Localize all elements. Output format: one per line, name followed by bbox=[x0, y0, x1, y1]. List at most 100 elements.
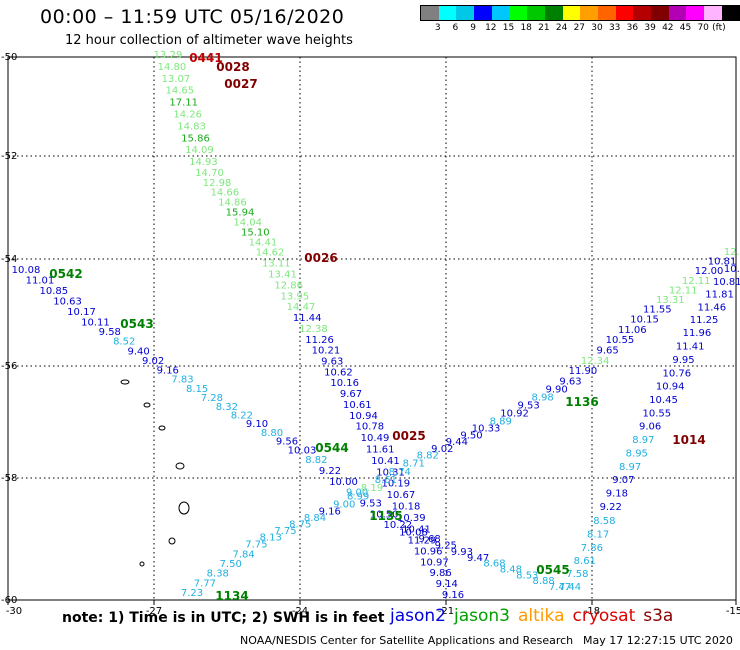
wave-height-label: 14.93 bbox=[189, 157, 218, 168]
wave-height-label: 8.71 bbox=[403, 459, 425, 470]
satellite-tracks: 13.2914.8013.0714.6517.1114.2614.8315.86… bbox=[12, 50, 740, 601]
wave-height-label: 14.83 bbox=[177, 121, 206, 132]
wave-height-label: 14.47 bbox=[287, 302, 316, 313]
wave-height-label: 10.45 bbox=[649, 395, 678, 406]
satellite-jason3: jason3 bbox=[454, 606, 510, 626]
legend-swatch bbox=[438, 6, 457, 20]
legend-tick: 42 bbox=[662, 23, 674, 33]
legend-tick: 18 bbox=[520, 23, 532, 33]
island-outline bbox=[158, 425, 166, 431]
wave-height-label: 7.58 bbox=[566, 569, 588, 580]
wave-height-label: 7.28 bbox=[201, 393, 223, 404]
wave-height-label: 10.49 bbox=[361, 433, 390, 444]
wave-height-label: 10.21 bbox=[312, 346, 341, 357]
wave-height-label: 10.85 bbox=[39, 286, 68, 297]
credit-text: NOAA/NESDIS Center for Satellite Applica… bbox=[240, 634, 574, 647]
wave-height-label: 9.16 bbox=[157, 365, 179, 376]
wave-height-label: 10.63 bbox=[53, 296, 82, 307]
legend-swatch bbox=[527, 6, 545, 20]
wave-height-label: 9.02 bbox=[431, 444, 453, 455]
legend-swatch bbox=[704, 6, 722, 20]
wave-height-label: 8.19 bbox=[361, 483, 383, 494]
wave-height-label: 9.47 bbox=[467, 553, 489, 564]
wave-height-label: 10.94 bbox=[349, 411, 378, 422]
page-subtitle: 12 hour collection of altimeter wave hei… bbox=[65, 33, 353, 48]
pass-time-label: 1136 bbox=[565, 395, 598, 409]
wave-height-label: 10.17 bbox=[67, 307, 96, 318]
wave-height-label: 10.62 bbox=[324, 367, 353, 378]
lat-tick-label: -60 bbox=[1, 595, 17, 606]
wave-height-label: 11.61 bbox=[366, 444, 395, 455]
wave-height-label: 8.82 bbox=[305, 455, 327, 466]
wave-height-label: 10.39 bbox=[397, 513, 426, 524]
legend-swatch bbox=[721, 6, 740, 20]
wave-height-label: 17.11 bbox=[169, 98, 198, 109]
wave-height-label: 8.61 bbox=[574, 556, 596, 567]
island-outline bbox=[120, 379, 130, 385]
wave-height-label: 8.97 bbox=[632, 435, 654, 446]
wave-height-label: 9.50 bbox=[460, 430, 482, 441]
wave-height-label: 12.00 bbox=[695, 266, 724, 277]
lat-tick-label: -58 bbox=[1, 473, 17, 484]
wave-height-label: 10.00 bbox=[329, 477, 358, 488]
wave-height-label: 13.41 bbox=[268, 270, 297, 281]
pass-time-label: 0545 bbox=[536, 563, 569, 577]
pass-time-label: 0543 bbox=[120, 317, 153, 331]
lat-tick-label: -50 bbox=[1, 52, 17, 63]
legend-tick: 24 bbox=[555, 23, 568, 33]
legend-swatch bbox=[509, 6, 528, 20]
wave-height-label: 9.53 bbox=[517, 401, 539, 412]
wave-height-label: 9.68 bbox=[418, 534, 440, 545]
wave-height-label: 8.84 bbox=[304, 513, 326, 524]
wave-height-label: 7.75 bbox=[245, 540, 267, 551]
wave-height-label: 7.86 bbox=[581, 543, 603, 554]
wave-height-label: 14.04 bbox=[233, 218, 262, 229]
wave-height-label: 12.1 bbox=[724, 247, 740, 258]
legend-swatch bbox=[456, 6, 475, 20]
wave-height-label: 8.97 bbox=[619, 462, 641, 473]
island-outline bbox=[175, 462, 185, 470]
wave-height-label: 7.84 bbox=[232, 549, 254, 560]
wave-height-label: 13.11 bbox=[262, 259, 291, 270]
wave-height-label: 9.25 bbox=[435, 540, 457, 551]
legend-tick: 6 bbox=[452, 23, 459, 33]
wave-height-label: 9.14 bbox=[436, 579, 458, 590]
legend-ticks: 3 6 9 12 15 18 21 24 27 30 33 36 39 42 45 70 (ft) bbox=[420, 21, 740, 33]
wave-height-label: 12.86 bbox=[274, 280, 303, 291]
wave-height-label: 10.08 bbox=[399, 527, 428, 538]
wave-height-label: 10.61 bbox=[343, 400, 372, 411]
wave-height-label: 12.11 bbox=[682, 276, 711, 287]
wave-height-label: 10.81 bbox=[713, 277, 740, 288]
wave-height-label: 8.99 bbox=[347, 491, 369, 502]
legend-swatch bbox=[615, 6, 634, 20]
wave-height-label: 8.38 bbox=[207, 569, 229, 580]
wave-height-label: 9.56 bbox=[276, 437, 298, 448]
wave-height-label: 7.75 bbox=[274, 526, 296, 537]
wave-height-label: 10.22 bbox=[383, 520, 412, 531]
legend-swatch bbox=[597, 6, 616, 20]
pass-time-label: 0542 bbox=[49, 267, 82, 281]
wave-height-label: 10.55 bbox=[606, 335, 635, 346]
wave-height-label: 9.86 bbox=[429, 568, 451, 579]
legend-tick: (ft) bbox=[712, 23, 726, 33]
satellite-s3a: s3a bbox=[643, 606, 674, 626]
legend-swatch bbox=[491, 6, 510, 20]
wave-height-label: 7.83 bbox=[171, 375, 193, 386]
wave-height-label: 14.41 bbox=[249, 237, 278, 248]
footer-note: note: 1) Time is in UTC; 2) SWH is in fe… bbox=[62, 610, 385, 626]
wave-height-label: 7.50 bbox=[220, 559, 242, 570]
wave-height-label: 10.78 bbox=[355, 422, 384, 433]
wave-height-label: 10.33 bbox=[472, 424, 501, 435]
legend-tick: 33 bbox=[608, 23, 621, 33]
wave-height-label: 11.06 bbox=[618, 325, 647, 336]
wave-height-label: 9.95 bbox=[672, 355, 694, 366]
generation-timestamp: May 17 12:27:15 UTC 2020 bbox=[583, 634, 733, 647]
wave-height-label: 10.15 bbox=[630, 315, 659, 326]
wave-height-label: 11.46 bbox=[697, 302, 726, 313]
wave-height-label: 8.89 bbox=[490, 417, 512, 428]
wave-height-label: 10.19 bbox=[381, 479, 410, 490]
wave-height-label: 11.25 bbox=[690, 315, 719, 326]
wave-height-label: 12.98 bbox=[203, 178, 232, 189]
island-outline bbox=[178, 501, 190, 515]
